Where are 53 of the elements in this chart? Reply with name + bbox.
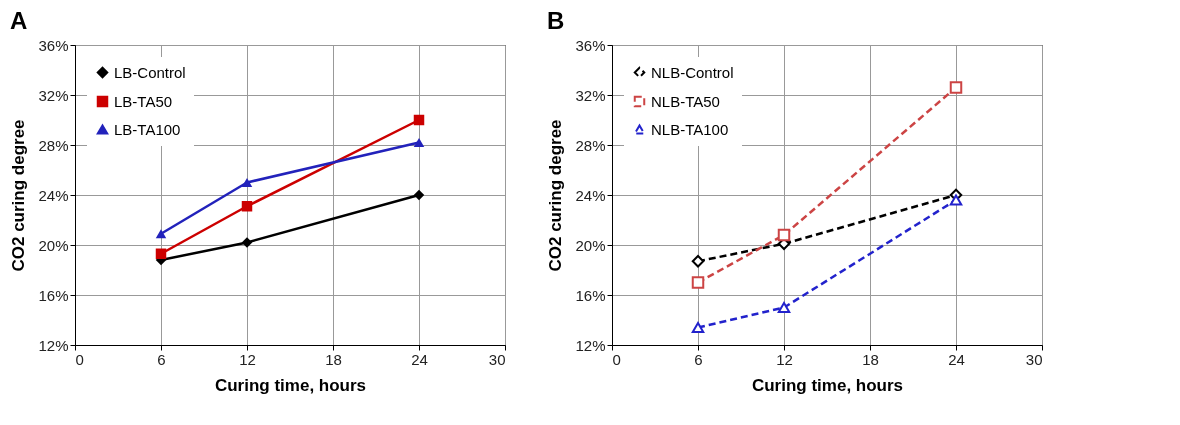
y-tick-label: 12% <box>575 336 606 354</box>
point <box>413 189 425 201</box>
y-axis-title: CO2 curing degree <box>546 119 566 272</box>
x-tick-label: 6 <box>694 350 703 368</box>
legend-label: LB-TA50 <box>114 92 173 110</box>
y-tick-label: 36% <box>575 36 606 54</box>
point <box>155 229 167 239</box>
point <box>413 137 425 148</box>
legend-label: LB-Control <box>114 63 186 81</box>
legend-label: NLB-TA100 <box>651 120 729 138</box>
x-tick-label: 18 <box>325 350 342 368</box>
point <box>241 177 253 188</box>
point <box>691 321 705 334</box>
x-tick-label: 30 <box>1025 350 1043 368</box>
y-tick-label: 16% <box>38 286 69 304</box>
point <box>777 301 791 314</box>
y-tick-label: 12% <box>38 336 69 354</box>
y-tick-label: 32% <box>575 86 606 104</box>
x-axis-title: Curing time, hours <box>751 375 904 395</box>
x-tick-label: 12 <box>776 350 793 368</box>
chart-title: B <box>546 7 565 34</box>
point <box>949 81 963 94</box>
x-tick-label: 18 <box>862 350 879 368</box>
x-axis-title: Curing time, hours <box>214 375 367 395</box>
point <box>691 255 705 268</box>
point <box>691 276 705 289</box>
point <box>949 194 963 206</box>
point <box>241 237 253 248</box>
legend-label: NLB-TA50 <box>651 92 720 110</box>
point <box>777 228 791 242</box>
legend-label: LB-TA100 <box>114 120 181 138</box>
y-tick-label: 28% <box>38 136 69 154</box>
x-tick-label: 30 <box>488 350 506 368</box>
x-tick-label: 24 <box>411 350 428 368</box>
y-tick-label: 32% <box>38 86 69 104</box>
y-tick-label: 24% <box>575 186 606 204</box>
y-tick-label: 16% <box>575 286 606 304</box>
legend-label: NLB-Control <box>651 63 734 81</box>
x-tick-label: 0 <box>612 350 621 368</box>
y-tick-label: 20% <box>38 236 69 254</box>
y-axis-title: CO2 curing degree <box>9 119 29 272</box>
point <box>155 248 167 259</box>
y-tick-label: 36% <box>38 36 69 54</box>
y-tick-label: 20% <box>575 236 606 254</box>
y-tick-label: 24% <box>38 186 69 204</box>
x-tick-label: 12 <box>239 350 256 368</box>
point <box>241 201 253 212</box>
y-tick-label: 28% <box>575 136 606 154</box>
chart-title: A <box>9 7 28 34</box>
x-tick-label: 6 <box>157 350 166 368</box>
x-tick-label: 0 <box>75 350 84 368</box>
x-tick-label: 24 <box>948 350 965 368</box>
point <box>413 114 425 126</box>
